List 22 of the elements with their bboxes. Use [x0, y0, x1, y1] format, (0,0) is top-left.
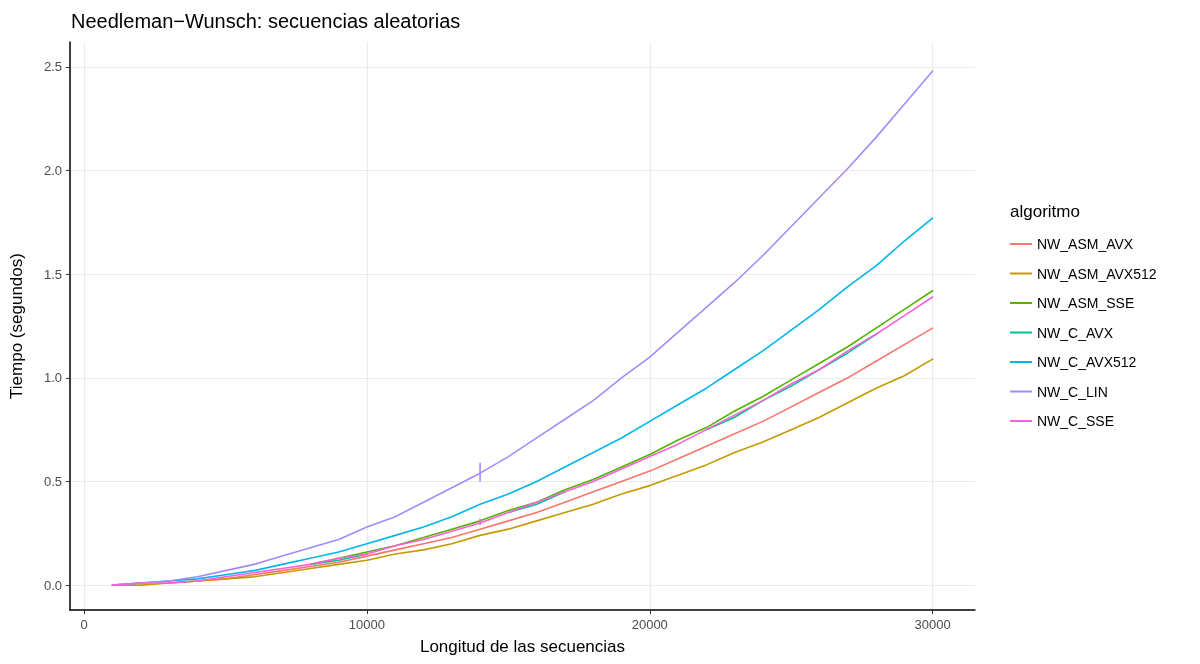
y-axis-title: Tiempo (segundos): [7, 253, 26, 399]
x-tick-label: 10000: [348, 617, 386, 632]
line-series: [111, 296, 934, 586]
legend-label: NW_ASM_AVX512: [1037, 265, 1157, 282]
legend-label: NW_C_SSE: [1037, 413, 1115, 429]
legend-title: algoritmo: [1010, 202, 1080, 221]
legend-label: NW_C_AVX: [1037, 324, 1114, 341]
y-tick-label: 2.5: [43, 59, 62, 75]
y-tick-label: 1.0: [43, 370, 62, 386]
x-tick-label: 0: [80, 617, 88, 632]
x-tick-label: 30000: [914, 617, 951, 632]
y-tick-label: 2.0: [43, 163, 62, 179]
x-axis-title: Longitud de las secuencias: [419, 637, 626, 656]
y-tick-label: 0.0: [43, 577, 62, 593]
legend-label: NW_ASM_AVX: [1037, 236, 1134, 252]
legend-label: NW_ASM_SSE: [1037, 295, 1135, 311]
y-tick-label: 0.5: [43, 473, 62, 489]
y-tick-label: 1.5: [43, 266, 62, 282]
chart-title: Needleman−Wunsch: secuencias aleatorias: [71, 10, 461, 32]
x-tick-label: 20000: [631, 617, 668, 632]
legend-label: NW_C_LIN: [1037, 383, 1108, 400]
legend-label: NW_C_AVX512: [1037, 354, 1137, 370]
